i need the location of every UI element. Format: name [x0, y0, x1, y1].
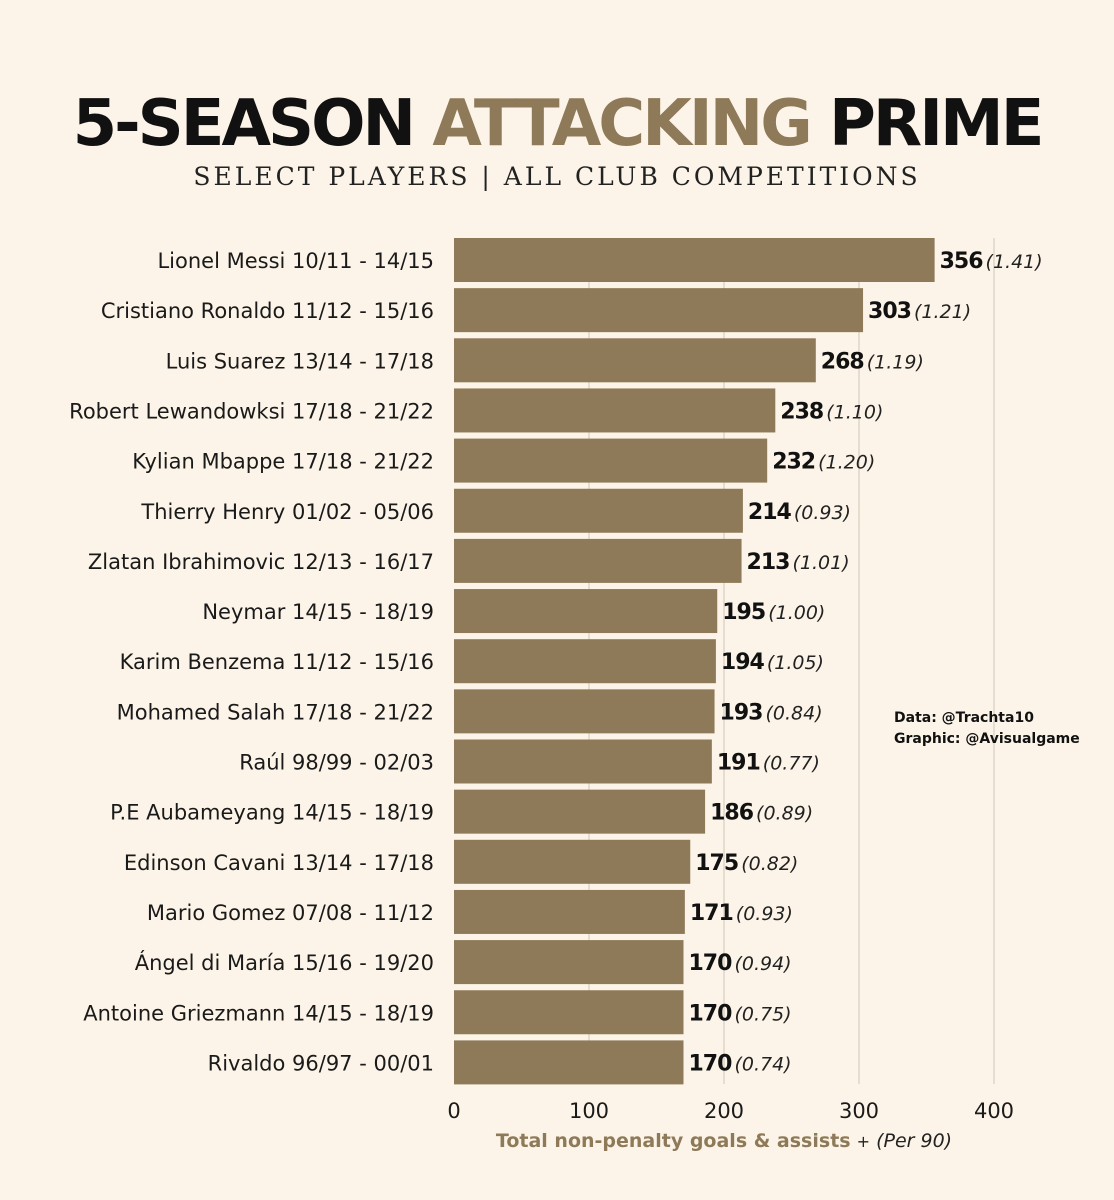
value-label: 170	[689, 951, 733, 976]
per90-label: (0.94)	[734, 953, 791, 975]
bar	[454, 438, 768, 483]
x-axis-title: Total non-penalty goals & assists	[495, 1130, 851, 1152]
title-part-1: 5-SEASON	[72, 87, 416, 161]
per90-label: (0.74)	[734, 1053, 791, 1075]
per90-label: (0.84)	[765, 702, 822, 724]
value-label: 214	[748, 500, 792, 525]
x-tick-label: 200	[704, 1099, 744, 1123]
category-label: Neymar 14/15 - 18/19	[202, 600, 434, 624]
category-labels: Lionel Messi 10/11 - 14/15 Cristiano Rona…	[69, 249, 434, 1075]
bar	[454, 1040, 684, 1085]
category-label: Cristiano Ronaldo 11/12 - 15/16	[101, 299, 434, 323]
chart-subtitle: SELECT PLAYERS | ALL CLUB COMPETITIONS	[193, 162, 921, 191]
per90-label: (1.00)	[768, 602, 825, 624]
bar	[454, 538, 742, 583]
category-label: Thierry Henry 01/02 - 05/06	[140, 500, 434, 524]
bar	[454, 889, 685, 934]
title-part-2: ATTACKING	[432, 87, 812, 161]
value-label: 232	[772, 450, 815, 475]
value-label: 170	[689, 1051, 733, 1076]
bar	[454, 940, 684, 985]
per90-label: (0.75)	[734, 1003, 791, 1025]
bar	[454, 488, 743, 533]
value-label: 191	[717, 751, 760, 776]
category-label: P.E Aubameyang 14/15 - 18/19	[110, 801, 434, 825]
x-axis-plus: +	[856, 1132, 871, 1151]
value-label: 238	[780, 399, 823, 424]
category-label: Edinson Cavani 13/14 - 17/18	[124, 851, 434, 875]
x-tick-label: 300	[839, 1099, 879, 1123]
per90-label: (0.89)	[756, 803, 813, 825]
category-label: Luis Suarez 13/14 - 17/18	[166, 349, 434, 373]
bar	[454, 739, 712, 784]
per90-label: (0.77)	[763, 753, 820, 775]
bar	[454, 789, 706, 834]
value-label: 186	[710, 801, 754, 826]
bar	[454, 288, 864, 333]
value-label: 175	[695, 851, 738, 876]
category-label: Ángel di María 15/16 - 19/20	[135, 950, 434, 975]
category-label: Karim Benzema 11/12 - 15/16	[120, 650, 434, 674]
bar	[454, 338, 816, 383]
bar	[454, 238, 935, 282]
per90-label: (1.20)	[818, 452, 875, 474]
bar	[454, 639, 716, 684]
bar	[454, 689, 715, 734]
category-label: Kylian Mbappe 17/18 - 21/22	[132, 450, 434, 474]
x-tick-label: 100	[569, 1099, 609, 1123]
per90-label: (1.41)	[986, 251, 1043, 273]
category-label: Rivaldo 96/97 - 00/01	[208, 1051, 434, 1075]
x-axis-subtitle: (Per 90)	[876, 1130, 953, 1152]
x-axis-ticks: 0 100 200 300 400	[447, 1099, 1014, 1123]
x-tick-label: 0	[447, 1099, 460, 1123]
per90-label: (1.21)	[914, 301, 971, 323]
value-label: 194	[721, 650, 765, 675]
chart-title: 5-SEASON ATTACKING PRIME	[0, 84, 1114, 164]
bars	[454, 238, 935, 1085]
value-label: 268	[821, 349, 864, 374]
per90-label: (0.93)	[794, 502, 851, 524]
category-label: Raúl 98/99 - 02/03	[239, 751, 434, 775]
x-axis-label: Total non-penalty goals & assists + (Per…	[454, 1130, 994, 1152]
per90-label: (1.01)	[792, 552, 849, 574]
value-labels: 356 (1.41)303 (1.21)268 (1.19)238 (1.10)232(…	[689, 249, 1043, 1076]
category-label: Robert Lewandowksi 17/18 - 21/22	[69, 399, 434, 423]
category-label: Antoine Griezmann 14/15 - 18/19	[83, 1001, 434, 1025]
bar	[454, 990, 684, 1035]
credits: Data: @Trachta10 Graphic: @Avisualgame	[894, 708, 1080, 750]
x-tick-label: 400	[974, 1099, 1014, 1123]
graphic-credit: Graphic: @Avisualgame	[894, 731, 1080, 747]
per90-label: (1.10)	[826, 401, 883, 423]
value-label: 303	[868, 299, 911, 324]
value-label: 193	[720, 700, 763, 725]
value-label: 195	[722, 600, 765, 625]
value-label: 213	[747, 550, 790, 575]
value-label: 171	[690, 901, 733, 926]
title-part-3: PRIME	[829, 87, 1044, 161]
bar	[454, 839, 691, 884]
per90-label: (0.93)	[736, 903, 793, 925]
category-label: Mario Gomez 07/08 - 11/12	[147, 901, 434, 925]
data-credit: Data: @Trachta10	[894, 710, 1034, 726]
per90-label: (0.82)	[741, 853, 798, 875]
value-label: 170	[689, 1001, 733, 1026]
category-label: Lionel Messi 10/11 - 14/15	[157, 249, 434, 273]
value-label: 356	[940, 249, 984, 274]
bar	[454, 388, 776, 433]
category-label: Zlatan Ibrahimovic 12/13 - 16/17	[88, 550, 434, 574]
category-label: Mohamed Salah 17/18 - 21/22	[117, 700, 434, 724]
per90-label: (1.19)	[867, 351, 924, 373]
per90-label: (1.05)	[767, 652, 824, 674]
bar	[454, 589, 718, 634]
